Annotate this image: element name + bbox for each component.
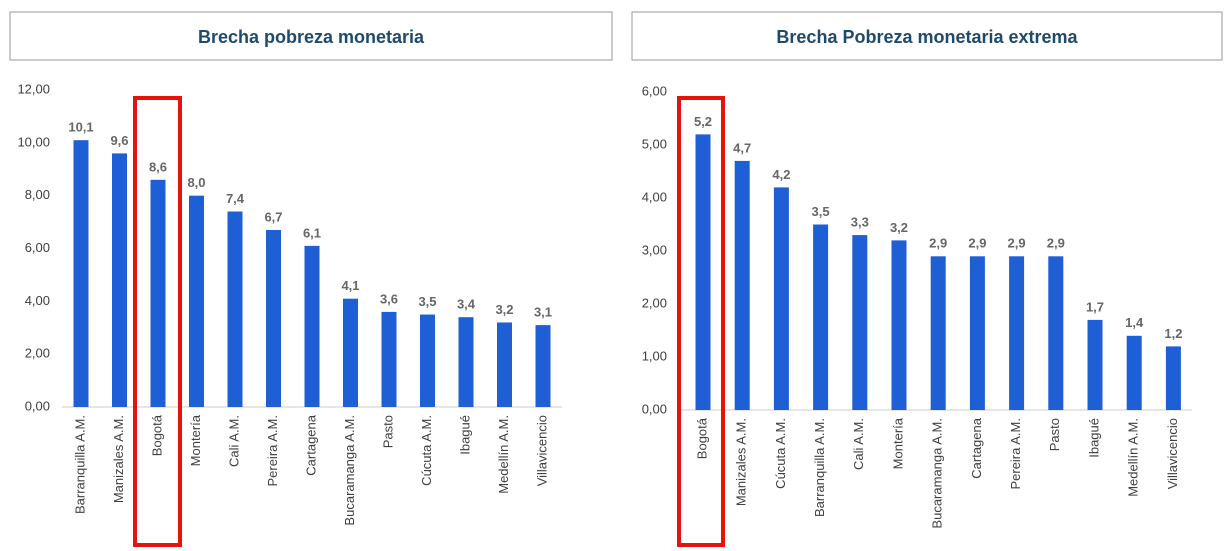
y-tick-label: 5,00 [642, 136, 667, 151]
bar [1087, 319, 1103, 410]
y-tick-label: 0,00 [25, 398, 50, 413]
chart-title: Brecha Pobreza monetaria extrema [776, 27, 1078, 47]
data-label: 3,2 [495, 302, 513, 317]
data-label: 3,4 [457, 297, 476, 312]
x-tick-label: Cúcuta A.M. [419, 415, 434, 486]
x-tick-label: Cartagena [969, 417, 984, 478]
y-tick-label: 1,00 [642, 348, 667, 363]
x-tick-label: Bogotá [149, 414, 164, 456]
bar [112, 153, 127, 407]
x-tick-label: Medellín A.M. [1126, 418, 1141, 497]
x-tick-label: Ibagué [1086, 418, 1101, 458]
bar [535, 325, 551, 407]
bar [1048, 256, 1064, 410]
data-label: 3,2 [890, 220, 908, 235]
x-tick-label: Montería [890, 417, 905, 469]
y-tick-label: 6,00 [642, 83, 667, 98]
bar [695, 134, 711, 410]
bar [1009, 256, 1025, 410]
data-label: 6,1 [303, 225, 321, 240]
x-tick-label: Bucaramanga A.M. [930, 418, 945, 529]
y-tick-label: 4,00 [642, 189, 667, 204]
x-tick-label: Medellín A.M. [496, 415, 511, 494]
x-tick-label: Manizales A.M. [111, 415, 126, 503]
data-label: 2,9 [929, 236, 947, 251]
data-label: 3,3 [851, 215, 869, 230]
data-label: 3,5 [418, 294, 436, 309]
bar [420, 314, 435, 407]
data-label: 3,6 [380, 291, 398, 306]
highlight-box [133, 96, 182, 547]
x-tick-label: Bogotá [694, 417, 709, 459]
bar [458, 317, 474, 407]
bar [1126, 335, 1142, 410]
x-tick-label: Cali A.M. [226, 415, 241, 467]
data-label: 6,7 [264, 209, 282, 224]
x-tick-label: Pereira A.M. [265, 415, 280, 487]
x-tick-label: Pereira A.M. [1008, 418, 1023, 490]
x-tick-label: Pasto [380, 415, 395, 448]
x-tick-label: Bucaramanga A.M. [342, 415, 357, 526]
bar [734, 160, 750, 410]
x-tick-label: Cartagena [303, 414, 318, 475]
bar [930, 256, 946, 410]
y-tick-label: 8,00 [25, 187, 50, 202]
data-label: 3,5 [812, 204, 830, 219]
bar [304, 245, 320, 407]
data-label: 2,9 [1047, 236, 1065, 251]
chart-title: Brecha pobreza monetaria [198, 27, 425, 47]
bar [969, 256, 985, 410]
y-tick-label: 10,00 [17, 134, 50, 149]
bar [73, 140, 89, 408]
data-label: 4,1 [341, 278, 359, 293]
x-tick-label: Barranquilla A.M. [72, 415, 87, 514]
y-tick-label: 4,00 [25, 293, 50, 308]
x-tick-label: Villavicencio [534, 415, 549, 486]
data-label: 9,6 [110, 133, 128, 148]
data-label: 1,7 [1086, 299, 1104, 314]
bar [227, 211, 243, 407]
x-tick-label: Montería [188, 414, 203, 466]
bar [497, 322, 512, 407]
data-label: 1,4 [1125, 315, 1144, 330]
title-box [9, 11, 613, 61]
y-tick-label: 2,00 [25, 346, 50, 361]
data-label: 5,2 [694, 114, 712, 129]
data-label: 3,1 [534, 305, 552, 320]
title-box [631, 11, 1223, 61]
data-label: 2,9 [1008, 236, 1026, 251]
data-label: 8,6 [149, 159, 167, 174]
highlight-box [677, 96, 725, 547]
y-tick-label: 12,00 [17, 81, 50, 96]
bar [852, 235, 868, 410]
bar [813, 224, 829, 410]
x-tick-label: Pasto [1047, 418, 1062, 451]
bar [381, 311, 397, 407]
x-tick-label: Cali A.M. [851, 418, 866, 470]
data-label: 4,7 [733, 140, 751, 155]
bar [343, 298, 358, 407]
x-tick-label: Ibagué [457, 415, 472, 455]
x-tick-label: Barranquilla A.M. [812, 418, 827, 517]
y-tick-label: 0,00 [642, 401, 667, 416]
data-label: 4,2 [772, 167, 790, 182]
bar [891, 240, 907, 410]
data-label: 8,0 [187, 175, 205, 190]
bar [1165, 346, 1181, 410]
data-label: 10,1 [68, 120, 93, 135]
data-label: 1,2 [1164, 326, 1182, 341]
bar [266, 230, 281, 407]
data-label: 7,4 [226, 191, 245, 206]
y-tick-label: 6,00 [25, 240, 50, 255]
data-label: 2,9 [968, 236, 986, 251]
bar [150, 179, 166, 407]
x-tick-label: Manizales A.M. [734, 418, 749, 506]
x-tick-label: Cúcuta A.M. [773, 418, 788, 489]
y-tick-label: 2,00 [642, 295, 667, 310]
bar [189, 195, 204, 407]
bar [773, 187, 789, 410]
x-tick-label: Villavicencio [1165, 418, 1180, 489]
y-tick-label: 3,00 [642, 242, 667, 257]
